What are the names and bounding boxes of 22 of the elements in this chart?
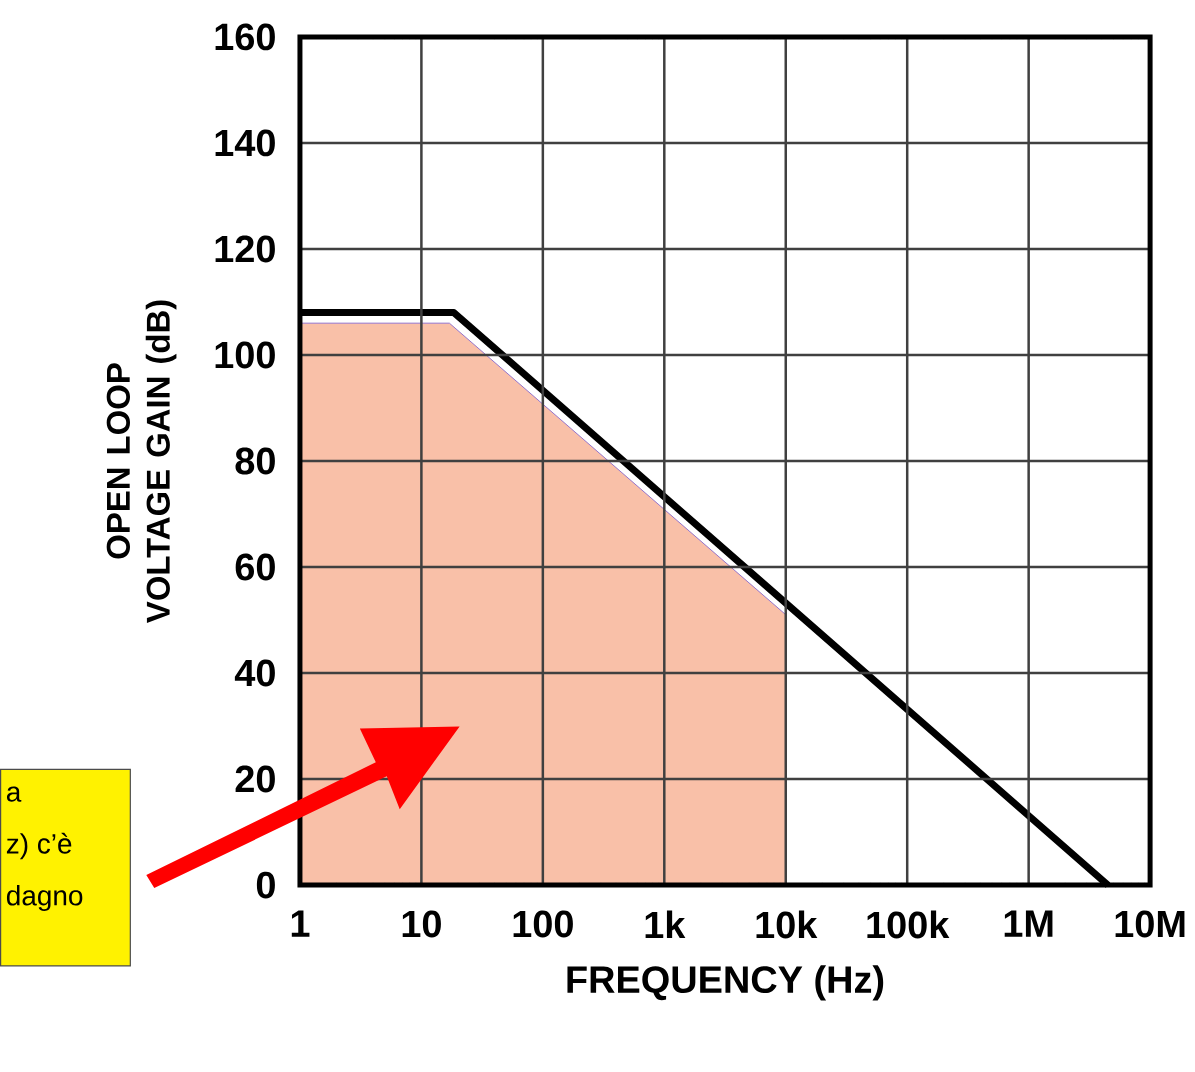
y-tick-label: 0	[256, 871, 275, 899]
y-tick-label: 120	[215, 235, 275, 263]
y-axis-title: OPEN LOOP VOLTAGE GAIN (dB)	[106, 300, 177, 624]
x-tick-label: 10k	[756, 910, 818, 939]
y-tick-label: 40	[234, 659, 275, 687]
text: a	[6, 786, 22, 802]
x-tick-label: 1	[291, 910, 310, 937]
x-tick-label: 1k	[645, 910, 686, 939]
y-tick-label: 20	[235, 765, 275, 793]
y-tick-label: 100	[215, 341, 275, 369]
x-axis-title: FREQUENCY (Hz)	[567, 965, 884, 1001]
y-tick-label: 140	[215, 129, 275, 157]
y-tick-label: 160	[215, 23, 275, 51]
x-tick-label: 100	[513, 910, 573, 938]
text: z) c’è	[6, 833, 72, 860]
y-tick-label: 60	[235, 553, 275, 581]
x-tick-label: 100k	[867, 910, 950, 939]
y-tick-label: 80	[235, 447, 275, 475]
x-tick-label: 10M	[1115, 910, 1185, 938]
text: dagno	[6, 885, 83, 912]
x-tick-label: 10	[402, 910, 441, 938]
x-tick-label: 1M	[1004, 910, 1053, 937]
